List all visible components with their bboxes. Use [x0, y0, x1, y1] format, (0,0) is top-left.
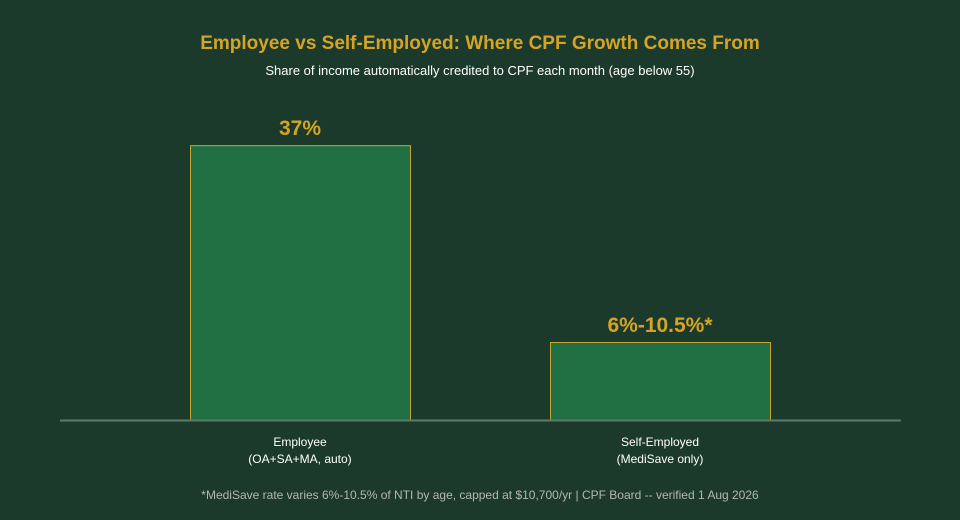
labels-layer: 37% Employee (OA+SA+MA, auto) 6%-10.5%* Self…	[248, 117, 713, 466]
chart-title: Employee vs Self-Employed: Where CPF Gro…	[200, 33, 760, 54]
bars-layer	[190, 145, 771, 421]
x-tick-label-self-employed-line-1: Self-Employed	[621, 435, 699, 449]
bar-self-employed	[550, 342, 771, 421]
data-label-self-employed: 6%-10.5%*	[607, 314, 713, 337]
chart-subtitle: Share of income automatically credited t…	[265, 63, 694, 78]
x-tick-label-employee-line-2: (OA+SA+MA, auto)	[248, 452, 351, 466]
bar-employee	[190, 145, 411, 421]
x-tick-label-self-employed-line-2: (MediSave only)	[617, 452, 704, 466]
chart-footnote: *MediSave rate varies 6%-10.5% of NTI by…	[201, 488, 759, 502]
x-tick-label-employee-line-1: Employee	[273, 435, 327, 449]
data-label-employee: 37%	[279, 117, 321, 140]
